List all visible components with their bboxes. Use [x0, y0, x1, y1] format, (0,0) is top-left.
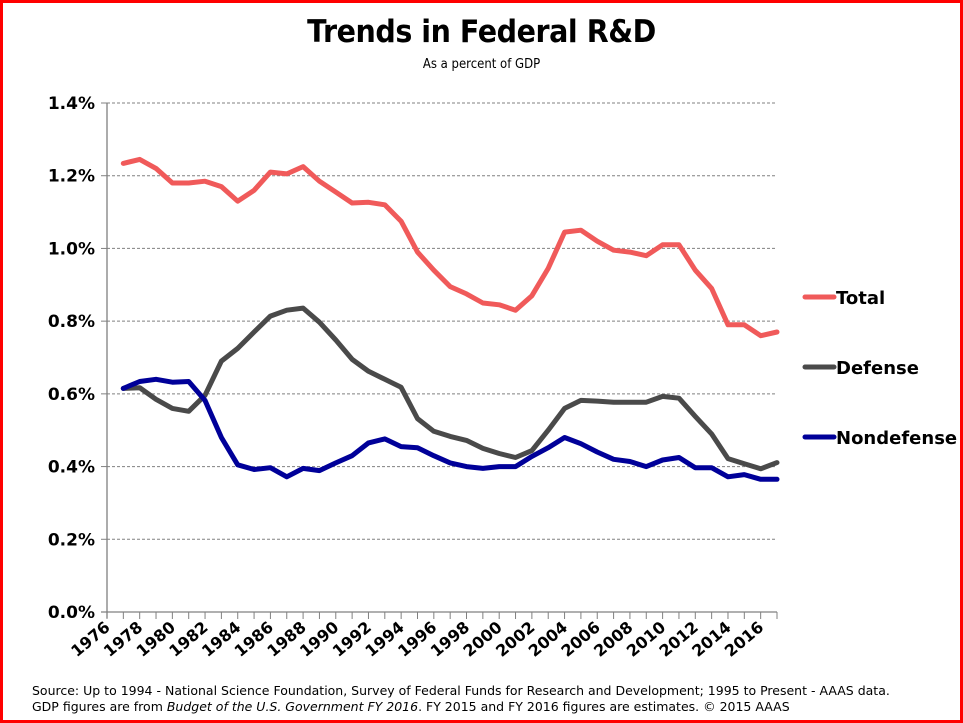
- axes: [101, 102, 778, 619]
- source-footnote: Source: Up to 1994 - National Science Fo…: [32, 683, 890, 715]
- y-tick-label: 0.6%: [48, 385, 95, 405]
- y-tick-label: 0.0%: [48, 603, 95, 623]
- footnote-line-1: Source: Up to 1994 - National Science Fo…: [32, 683, 890, 698]
- y-tick-label: 0.8%: [48, 312, 95, 332]
- x-axis-ticks: 1976197819801982198419861988199019921994…: [67, 618, 767, 661]
- footnote-line-2-suffix: . FY 2015 and FY 2016 figures are estima…: [418, 699, 790, 714]
- gridlines: [107, 102, 777, 540]
- legend-label-defense: Defense: [836, 358, 919, 379]
- legend-label-nondefense: Nondefense: [836, 428, 957, 449]
- legend-label-total: Total: [836, 288, 885, 309]
- series-lines: [120, 156, 780, 482]
- y-axis-ticks: 0.0% 0.2% 0.4% 0.6% 0.8% 1.0% 1.2% 1.4%: [48, 94, 95, 623]
- x-tick-label: 2016: [721, 618, 767, 661]
- legend: Total Defense Nondefense: [802, 288, 957, 449]
- y-tick-label: 0.2%: [48, 530, 95, 550]
- y-tick-label: 0.4%: [48, 458, 95, 478]
- y-tick-label: 1.2%: [48, 167, 95, 187]
- series-line-defense: [120, 305, 780, 472]
- y-tick-label: 1.0%: [48, 239, 95, 259]
- y-tick-label: 1.4%: [48, 94, 95, 114]
- series-line-total: [120, 156, 780, 339]
- footnote-line-2-prefix: GDP figures are from: [32, 699, 167, 714]
- footnote-budget-title: Budget of the U.S. Government FY 2016: [166, 699, 419, 714]
- chart-title: Trends in Federal R&D: [307, 14, 656, 50]
- chart-subtitle: As a percent of GDP: [422, 57, 541, 72]
- footnote-line-2: GDP figures are from Budget of the U.S. …: [32, 699, 890, 715]
